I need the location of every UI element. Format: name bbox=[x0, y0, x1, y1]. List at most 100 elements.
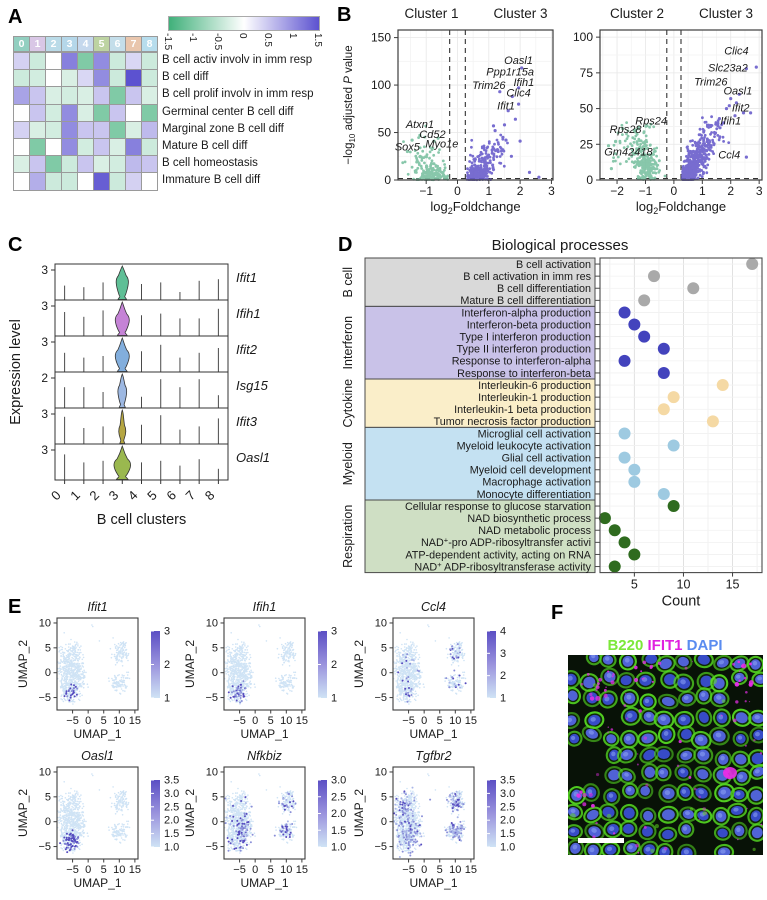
heatmap-cell bbox=[62, 121, 77, 138]
process-label: Response to interferon-beta bbox=[457, 368, 591, 380]
expression-max-tick: 2 bbox=[41, 371, 48, 385]
violin-row-Ifit2: 3 Ifit2 bbox=[41, 335, 258, 373]
umap-colorbar-tick: 1 bbox=[164, 693, 170, 705]
umap-title: Nfkbiz bbox=[247, 749, 282, 763]
heatmap-cell bbox=[30, 173, 45, 190]
umap-y-tick: 0 bbox=[45, 667, 51, 679]
x-tick-label: 1 bbox=[485, 184, 492, 198]
umap-x-tick: 5 bbox=[268, 864, 274, 876]
umap-x-tick: 10 bbox=[113, 715, 125, 727]
umap-colorbar-tick: 3.0 bbox=[164, 788, 179, 800]
umap-x-tick: −5 bbox=[233, 715, 246, 727]
umap-x-tick: 10 bbox=[449, 715, 461, 727]
heatmap-cell bbox=[110, 138, 125, 156]
gene-label: Ifit2 bbox=[732, 102, 750, 114]
cluster-header-cell: 0 bbox=[14, 37, 29, 51]
umap-colorbar-tick: 3.0 bbox=[500, 788, 515, 800]
count-dot bbox=[628, 463, 641, 476]
heatmap-cell bbox=[110, 53, 125, 70]
panel-d-label: D bbox=[338, 234, 353, 256]
umap-x-tick: 0 bbox=[252, 715, 258, 727]
umap-y-tick: 10 bbox=[375, 766, 387, 778]
gene-label: Atxn1 bbox=[405, 119, 434, 131]
umap-y-tick: −5 bbox=[38, 692, 51, 704]
umap-highlight-points bbox=[397, 643, 467, 703]
umap-x-tick: −5 bbox=[402, 715, 415, 727]
umap-colorbar-tick: 1.0 bbox=[164, 842, 179, 854]
heatmap-cell bbox=[110, 104, 125, 121]
heatmap-cell bbox=[46, 156, 61, 173]
heatmap-cell bbox=[14, 87, 29, 104]
panel-c-label: C bbox=[8, 234, 23, 256]
panel-e-umap-plots: Ifit1−5 0 5 10 15−50510UMAP_1UMAP_2321Ifih1−… bbox=[16, 600, 515, 890]
umap-colorbar-tick: 3.0 bbox=[331, 775, 346, 787]
umap-base-points bbox=[56, 624, 131, 705]
heatmap-cell bbox=[94, 121, 109, 138]
colorbar-tick-label: 0 bbox=[237, 33, 248, 39]
heatmap-cell bbox=[126, 104, 141, 121]
count-dot bbox=[628, 318, 641, 331]
umap-x-axis-label: UMAP_1 bbox=[73, 727, 121, 741]
process-group-cytokine: Cytokine Interleukin-6 productionInterleu… bbox=[341, 378, 596, 428]
umap-base-points bbox=[56, 773, 131, 854]
process-label: Myeloid cell development bbox=[470, 465, 591, 477]
y-tick-label: 75 bbox=[580, 66, 594, 80]
process-label: Myeloid leukocyte activation bbox=[457, 440, 591, 452]
heatmap-cell bbox=[46, 173, 61, 190]
umap-colorbar-tick: 3.5 bbox=[164, 775, 179, 787]
umap-title: Ifit1 bbox=[87, 600, 107, 614]
umap-y-tick: −5 bbox=[205, 692, 218, 704]
micrograph-legend: B220 IFIT1 DAPI bbox=[607, 637, 722, 654]
process-label: B cell activation bbox=[516, 259, 591, 271]
umap-y-tick: −5 bbox=[38, 841, 51, 853]
cluster-tick-label: 1 bbox=[67, 488, 83, 504]
volcano-title-left: Cluster 1 bbox=[404, 6, 458, 21]
count-dot bbox=[638, 330, 651, 343]
umap-y-axis-label: UMAP_2 bbox=[352, 640, 366, 688]
umap-x-tick: 10 bbox=[113, 864, 125, 876]
umap-y-tick: −5 bbox=[374, 692, 387, 704]
cluster-tick-label: 2 bbox=[86, 488, 102, 504]
count-tick-label: 10 bbox=[677, 578, 691, 592]
violin-row-Ifih1: 3 Ifih1 bbox=[41, 299, 261, 337]
count-dot bbox=[657, 366, 670, 379]
heatmap-cell bbox=[30, 53, 45, 70]
violin-row-Ifit3: 3 Ifit3 bbox=[41, 407, 258, 445]
y-tick-label: 0 bbox=[586, 173, 593, 187]
process-label: Interleukin-6 production bbox=[478, 380, 591, 392]
process-label: Monocyte differentiation bbox=[477, 489, 591, 501]
heatmap-cell bbox=[46, 121, 61, 138]
colorbar-tick-label: -1.5 bbox=[162, 33, 173, 51]
process-label: Type II interferon production bbox=[457, 344, 591, 356]
umap-x-tick: 10 bbox=[449, 864, 461, 876]
umap-y-tick: 5 bbox=[45, 791, 51, 803]
umap-y-tick: −5 bbox=[374, 841, 387, 853]
umap-highlight-points bbox=[227, 680, 247, 704]
process-label: Macrophage activation bbox=[482, 477, 591, 489]
heatmap-cell bbox=[142, 138, 157, 156]
count-tick-label: 5 bbox=[631, 578, 638, 592]
umap-y-axis-label: UMAP_2 bbox=[183, 640, 197, 688]
umap-colorbar bbox=[318, 780, 327, 847]
process-label: B cell activation in imm res bbox=[463, 271, 591, 283]
gene-label: Oasl1 bbox=[504, 55, 533, 67]
umap-y-tick: 5 bbox=[381, 791, 387, 803]
gene-label: Rps28 bbox=[610, 124, 643, 136]
heatmap-cell bbox=[14, 173, 29, 190]
count-dot bbox=[657, 487, 670, 500]
volcano-title-left: Cluster 2 bbox=[610, 6, 664, 21]
colorbar-tick-label: 0.5 bbox=[262, 33, 273, 47]
violin-y-axis-label: Expression level bbox=[8, 319, 24, 425]
colorbar-tick-label: 1.5 bbox=[312, 33, 323, 47]
umap-colorbar-tick: 1.0 bbox=[331, 842, 346, 854]
gene-label: Sox5 bbox=[395, 142, 421, 154]
umap-colorbar-tick: 2 bbox=[164, 659, 170, 671]
dotplot-title: Biological processes bbox=[492, 237, 629, 254]
umap-x-tick: 15 bbox=[465, 864, 477, 876]
heatmap-cell bbox=[30, 121, 45, 138]
gene-label: Cd52 bbox=[419, 129, 445, 141]
umap-y-tick: 0 bbox=[212, 816, 218, 828]
group-label: Respiration bbox=[341, 505, 355, 568]
